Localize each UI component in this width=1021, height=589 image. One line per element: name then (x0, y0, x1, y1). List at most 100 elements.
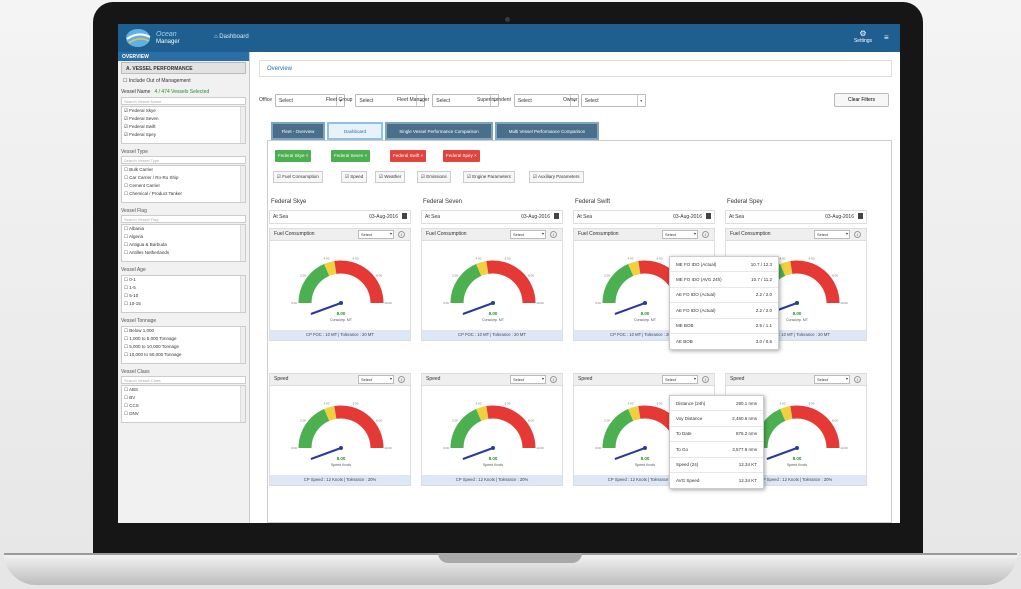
info-icon[interactable]: i (854, 231, 861, 238)
sidebar-checkbox-item[interactable]: ☐ Below 1,000 (122, 327, 245, 335)
checkbox-icon: ☐ (124, 234, 130, 239)
sidebar-section-label: Vessel Age (121, 267, 146, 273)
sidebar-checkbox-item[interactable]: ☐ Bulk Carrier (122, 166, 245, 174)
clear-filters-button[interactable]: Clear Filters (834, 93, 889, 107)
sidebar-overview[interactable]: OVERVIEW (118, 52, 249, 61)
vessel-chip[interactable]: Federal Skye × (275, 150, 312, 162)
gauge-select[interactable]: Select ▾ (814, 375, 850, 384)
sidebar-search-input[interactable]: Search Vessel Type (121, 156, 246, 164)
sidebar-checkbox-item[interactable]: ☐ 10-15 (122, 300, 245, 308)
gauge-select[interactable]: Select ▾ (510, 375, 546, 384)
close-icon[interactable]: × (363, 153, 368, 158)
close-icon[interactable]: × (419, 153, 424, 158)
info-icon[interactable]: i (398, 376, 405, 383)
sidebar-checkbox-item[interactable]: ☐ 5,000 to 10,000 Tonnage (122, 343, 245, 351)
info-icon[interactable]: i (398, 231, 405, 238)
sidebar-checkbox-item[interactable]: ☐ Algeria (122, 233, 245, 241)
filter-select[interactable]: Select ▾ (580, 93, 646, 107)
filter-select[interactable]: Select ▾ (513, 93, 579, 107)
sidebar-scrollbar[interactable] (240, 327, 245, 363)
filter-select[interactable]: Select ▾ (432, 93, 500, 107)
parameter-label: Speed (350, 174, 364, 179)
parameter-toggle[interactable]: ☑ Speed (341, 171, 368, 183)
sidebar-checkbox-item[interactable]: ☐ 1-5 (122, 284, 245, 292)
checkbox-icon: ☐ (124, 387, 130, 392)
home-link[interactable]: ⌂ Dashboard (214, 34, 249, 40)
sidebar-checkbox-label: Antigua & Barbuda (129, 242, 167, 247)
gauge-select[interactable]: Select ▾ (662, 375, 698, 384)
calendar-icon[interactable] (402, 213, 407, 219)
calendar-icon[interactable] (554, 213, 559, 219)
gauge-select-value: Select (513, 377, 525, 382)
sidebar-search-input[interactable]: Search Vessel Name (121, 97, 246, 105)
include-out-of-management[interactable]: ☐ Include Out of Management (123, 78, 191, 84)
gauge-select[interactable]: Select ▾ (358, 375, 394, 384)
info-icon[interactable]: i (702, 231, 709, 238)
sidebar-checkbox-item[interactable]: ☑ Federal Skye (122, 107, 245, 115)
app-logo[interactable]: Ocean Manager (124, 27, 182, 49)
info-icon[interactable]: i (550, 231, 557, 238)
sidebar-vessel-performance[interactable]: A. VESSEL PERFORMANCE (121, 62, 246, 74)
sidebar-checkbox-item[interactable]: ☐ 1,000 to 5,000 Tonnage (122, 335, 245, 343)
info-icon[interactable]: i (550, 376, 557, 383)
gauge-select[interactable]: Select ▾ (510, 230, 546, 239)
sidebar-checkbox-item[interactable]: ☐ Chemical / Product Tanker (122, 190, 245, 198)
sidebar-checkbox-item[interactable]: ☑ Federal Swift (122, 123, 245, 131)
sidebar-scrollbar[interactable] (240, 386, 245, 422)
tab-item[interactable]: Fleet - Overview (271, 122, 325, 140)
parameter-toggle[interactable]: ☑ Engine Parameters (463, 171, 515, 183)
sidebar-checkbox-item[interactable]: ☐ CCS (122, 402, 245, 410)
sidebar-checkbox-item[interactable]: ☐ ABS (122, 386, 245, 394)
sidebar-search-input[interactable]: Search Vessel Flag (121, 215, 246, 223)
sidebar-checkbox-item[interactable]: ☐ Antilles Netherlands (122, 249, 245, 257)
filter-group: Superintendent Select ▾ (477, 93, 579, 107)
breadcrumb[interactable]: Overview (259, 60, 892, 77)
check-icon: ☑ (277, 174, 283, 179)
sidebar-checkbox-item[interactable]: ☐ DNV (122, 410, 245, 418)
settings-button[interactable]: ⚙ Settings (850, 29, 876, 44)
parameter-toggle[interactable]: ☑ Auxiliary Parameters (529, 171, 584, 183)
filter-select[interactable]: Select ▾ (355, 93, 426, 107)
sidebar-checkbox-item[interactable]: ☐ 5-10 (122, 292, 245, 300)
gauge-panel-title: Speed (730, 376, 745, 382)
sidebar-checkbox-item[interactable]: ☑ Federal Spey (122, 131, 245, 139)
tab-item[interactable]: Single Vessel Performance Comparison (385, 122, 493, 140)
sidebar-scrollbar[interactable] (240, 225, 245, 261)
menu-toggle-icon[interactable]: ≡ (884, 33, 889, 42)
calendar-icon[interactable] (858, 213, 863, 219)
sidebar-search-input[interactable]: Search Vessel Class (121, 376, 246, 384)
close-icon[interactable]: × (304, 153, 309, 158)
gauge-select[interactable]: Select ▾ (358, 230, 394, 239)
vessel-chip[interactable]: Federal Swift × (390, 150, 427, 162)
sidebar-checkbox-item[interactable]: ☐ Antigua & Barbuda (122, 241, 245, 249)
info-icon[interactable]: i (854, 376, 861, 383)
sidebar-checkbox-item[interactable]: ☑ Federal Seven (122, 115, 245, 123)
parameter-toggle[interactable]: ☑ Fuel Consumption (273, 171, 323, 183)
tab-item[interactable]: Multi Vessel Performance Comparison (495, 122, 599, 140)
tab-item[interactable]: Dashboard (327, 122, 383, 140)
vessel-chip[interactable]: Federal Spey × (443, 150, 480, 162)
sidebar-scrollbar[interactable] (240, 107, 245, 143)
gauge-panel-title: Fuel Consumption (730, 231, 771, 237)
close-icon[interactable]: × (472, 153, 477, 158)
filter-select[interactable]: Select ▾ (274, 93, 345, 107)
vessel-chip[interactable]: Federal Seven × (331, 150, 371, 162)
gauge-select[interactable]: Select ▾ (662, 230, 698, 239)
sidebar-scrollbar[interactable] (240, 276, 245, 312)
sidebar-checkbox-item[interactable]: ☐ 10,000 to 50,000 Tonnage (122, 351, 245, 359)
sidebar-checkbox-item[interactable]: ☐ BV (122, 394, 245, 402)
sidebar-checkbox-item[interactable]: ☐ 0-1 (122, 276, 245, 284)
tooltip-value: 2.5 / 1.1 (755, 323, 772, 329)
parameter-toggle[interactable]: ☑ Emissions (417, 171, 451, 183)
vessel-date: 03-Aug-2016 (369, 214, 398, 220)
sidebar-scrollbar[interactable] (240, 166, 245, 202)
sidebar-checkbox-item[interactable]: ☐ Cement Carrier (122, 182, 245, 190)
calendar-icon[interactable] (706, 213, 711, 219)
gauge-tick-label: 6.00 (505, 256, 511, 260)
gauge-select[interactable]: Select ▾ (814, 230, 850, 239)
sidebar-checkbox-item[interactable]: ☐ Albania (122, 225, 245, 233)
parameter-toggle[interactable]: ☑ Weather (375, 171, 406, 183)
sidebar-checkbox-item[interactable]: ☐ Car Carrier / Ro-Ro Ship (122, 174, 245, 182)
info-icon[interactable]: i (702, 376, 709, 383)
gauge-value: 8.00 (793, 456, 802, 461)
